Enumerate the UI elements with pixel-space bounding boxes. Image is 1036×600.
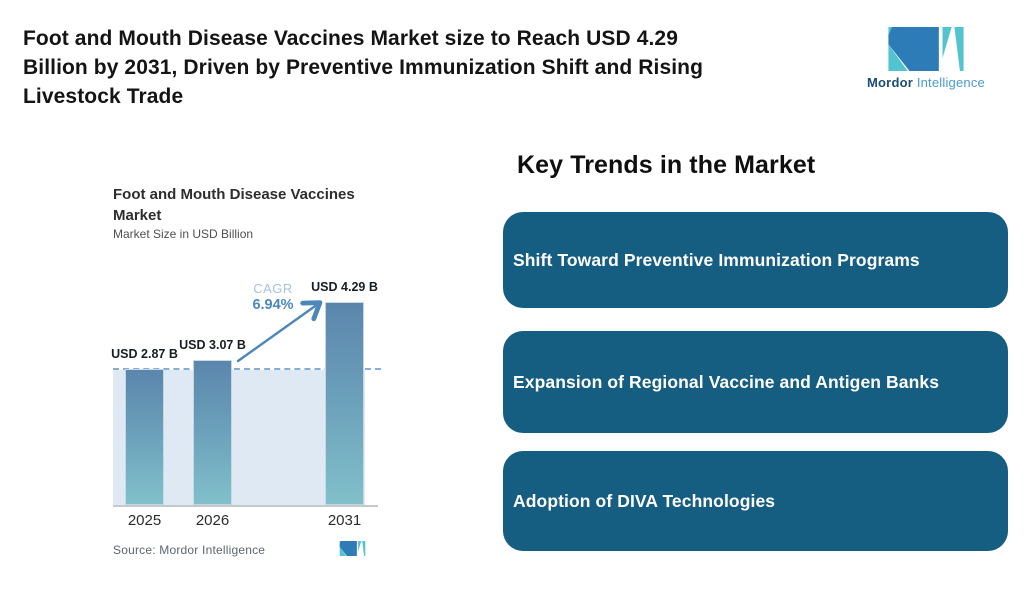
bar-2025: [125, 369, 164, 505]
page-title: Foot and Mouth Disease Vaccines Market s…: [23, 27, 704, 108]
trends-heading: Key Trends in the Market: [517, 151, 816, 179]
trend-card: Shift Toward Preventive Immunization Pro…: [503, 212, 1008, 308]
trend-card: Expansion of Regional Vaccine and Antige…: [503, 331, 1008, 433]
bar-value-label-2026: USD 3.07 B: [179, 338, 246, 352]
source-text: Source: Mordor Intelligence: [113, 543, 266, 557]
trend-card-label: Expansion of Regional Vaccine and Antige…: [513, 371, 940, 392]
x-tick-2025: 2025: [127, 512, 162, 529]
chart-title: Foot and Mouth Disease Vaccines Market: [113, 186, 355, 224]
reference-dashed-line: [113, 368, 381, 370]
brand-logo: Mordor Intelligence: [866, 27, 986, 90]
cagr-label: CAGR: [253, 281, 293, 296]
cagr-annotation: CAGR 6.94%: [242, 281, 304, 313]
x-tick-2031: 2031: [327, 512, 362, 529]
bar-value-label-2025: USD 2.87 B: [111, 347, 178, 361]
source-row: Source: Mordor Intelligence: [113, 541, 380, 559]
chart-subtitle: Market Size in USD Billion: [113, 227, 254, 241]
bar-2031: [325, 302, 364, 505]
x-tick-2026: 2026: [195, 512, 230, 529]
bar-value-label-2031: USD 4.29 B: [311, 280, 378, 294]
mordor-logo-icon: [888, 27, 964, 71]
cagr-value: 6.94%: [252, 297, 294, 313]
trend-card: Adoption of DIVA Technologies: [503, 451, 1008, 551]
cagr-arrow-icon: [236, 300, 323, 363]
bar-2026: [193, 360, 232, 505]
x-axis-line: [113, 505, 378, 507]
trend-card-label: Shift Toward Preventive Immunization Pro…: [513, 249, 920, 270]
trend-card-label: Adoption of DIVA Technologies: [513, 490, 776, 511]
brand-wordmark: Mordor Intelligence: [867, 75, 985, 90]
mordor-logo-icon-small: [339, 541, 366, 556]
